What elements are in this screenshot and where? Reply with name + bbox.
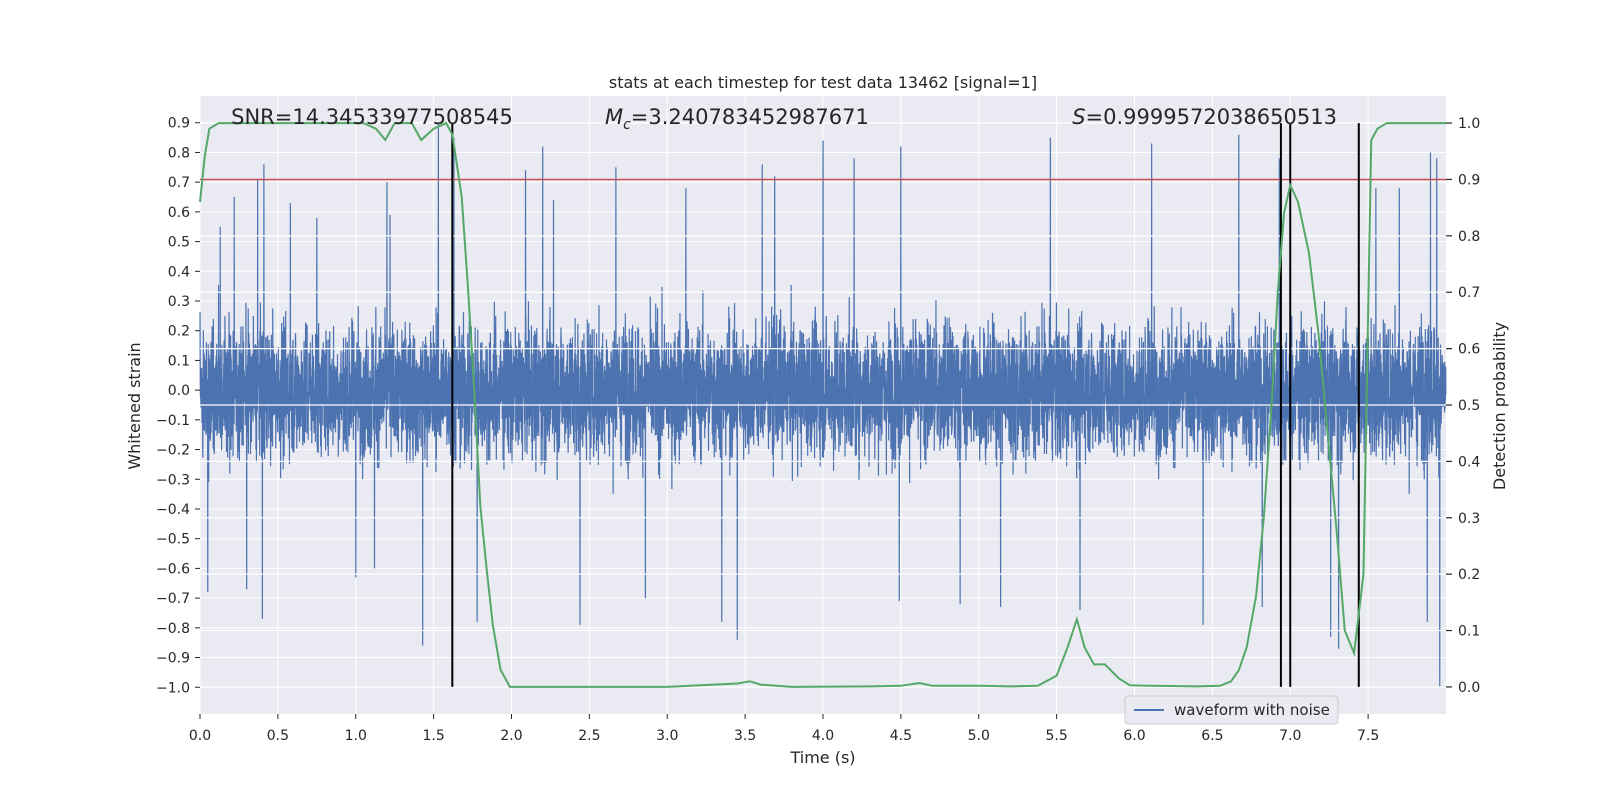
y-axis-label: Whitened strain (125, 342, 144, 469)
y-tick-label: −0.2 (156, 443, 190, 459)
y2-tick-label: 0.4 (1458, 454, 1480, 470)
annotation-symbol: SNR (231, 105, 275, 129)
y2-tick-label: 0.9 (1458, 172, 1480, 188)
y2-tick-label: 0.2 (1458, 567, 1480, 583)
y-tick-label: 0.0 (168, 383, 190, 399)
waveform-line (199, 122, 1447, 688)
annotation-symbol: M (605, 105, 623, 129)
x-tick-label: 1.0 (345, 728, 367, 744)
y-tick-label: 0.1 (168, 353, 190, 369)
y-tick-label: −0.4 (156, 502, 190, 518)
x-tick-label: 4.0 (812, 728, 834, 744)
x-tick-label: 7.5 (1357, 728, 1379, 744)
x-tick-label: 0.0 (189, 728, 211, 744)
y-tick-label: 0.8 (168, 145, 190, 161)
annotation-value: =3.240783452987671 (631, 105, 869, 129)
y2-tick-label: 0.6 (1458, 342, 1480, 358)
legend-label: waveform with noise (1174, 701, 1330, 719)
annotation-text: Mc=3.240783452987671 (605, 105, 869, 133)
legend-box (1124, 695, 1339, 725)
y2-tick-label: 0.3 (1458, 511, 1480, 527)
y-tick-label: 0.7 (168, 175, 190, 191)
legend: waveform with noise (1124, 695, 1339, 725)
y-tick-label: −0.5 (156, 532, 190, 548)
y2-tick-label: 0.5 (1458, 398, 1480, 414)
x-tick-label: 5.0 (968, 728, 990, 744)
y-tick-label: −0.6 (156, 561, 190, 577)
y-tick-label: 0.5 (168, 235, 190, 251)
chart-title: stats at each timestep for test data 134… (609, 73, 1037, 92)
y-tick-label: 0.3 (168, 294, 190, 310)
annotation-text: SNR=14.34533977508545 (231, 105, 513, 129)
y2-tick-label: 1.0 (1458, 116, 1480, 132)
annotation-symbol: S (1072, 105, 1085, 129)
x-tick-label: 1.5 (422, 728, 444, 744)
x-tick-label: 6.5 (1201, 728, 1223, 744)
annotations: SNR=14.34533977508545 Mc=3.24078345298767… (231, 105, 1337, 133)
y-tick-label: 0.2 (168, 324, 190, 340)
y-tick-label: −0.9 (156, 651, 190, 667)
y-tick-label: −0.7 (156, 591, 190, 607)
y2-tick-label: 0.8 (1458, 229, 1480, 245)
y-tick-label: 0.9 (168, 116, 190, 132)
x-tick-label: 0.5 (267, 728, 289, 744)
annotation-value: =0.9999572038650513 (1086, 105, 1337, 129)
y-axis-ticks: −1.0 −0.9 −0.8 −0.7 −0.6 −0.5 −0.4 −0.3 −0.2 −0.1… (156, 116, 200, 696)
x-tick-label: 7.0 (1279, 728, 1301, 744)
x-tick-label: 2.5 (578, 728, 600, 744)
y2-axis-ticks: 0.0 0.1 0.2 0.3 0.4 0.5 0.6 0.7 0.8 0.9 1.0 (1446, 116, 1480, 696)
x-tick-label: 5.5 (1045, 728, 1067, 744)
x-tick-label: 6.0 (1123, 728, 1145, 744)
y-tick-label: −0.3 (156, 472, 190, 488)
y-tick-label: −0.1 (156, 413, 190, 429)
waveform-series (199, 122, 1447, 688)
y-tick-label: 0.6 (168, 205, 190, 221)
y-tick-label: 0.4 (168, 264, 190, 280)
x-tick-label: 2.0 (500, 728, 522, 744)
y2-tick-label: 0.7 (1458, 285, 1480, 301)
annotation-value: =14.34533977508545 (275, 105, 513, 129)
probability-series (199, 121, 1446, 688)
x-tick-label: 4.5 (890, 728, 912, 744)
probability-line (199, 121, 1446, 688)
x-axis-label: Time (s) (789, 748, 855, 767)
x-tick-label: 3.0 (656, 728, 678, 744)
annotation-text: S=0.9999572038650513 (1072, 105, 1337, 129)
y2-tick-label: 0.1 (1458, 624, 1480, 640)
annotation-subscript: c (623, 117, 631, 133)
y2-axis-label: Detection probability (1490, 322, 1509, 490)
detection-vertical-lines (451, 123, 1360, 687)
y-tick-label: −1.0 (156, 680, 190, 696)
x-tick-label: 3.5 (734, 728, 756, 744)
x-axis-ticks: 0.0 0.5 1.0 1.5 2.0 2.5 3.0 3.5 4.0 4.5 5.0 5.5 6.0 6… (189, 714, 1379, 744)
y-tick-label: −0.8 (156, 621, 190, 637)
y2-tick-label: 0.0 (1458, 680, 1480, 696)
